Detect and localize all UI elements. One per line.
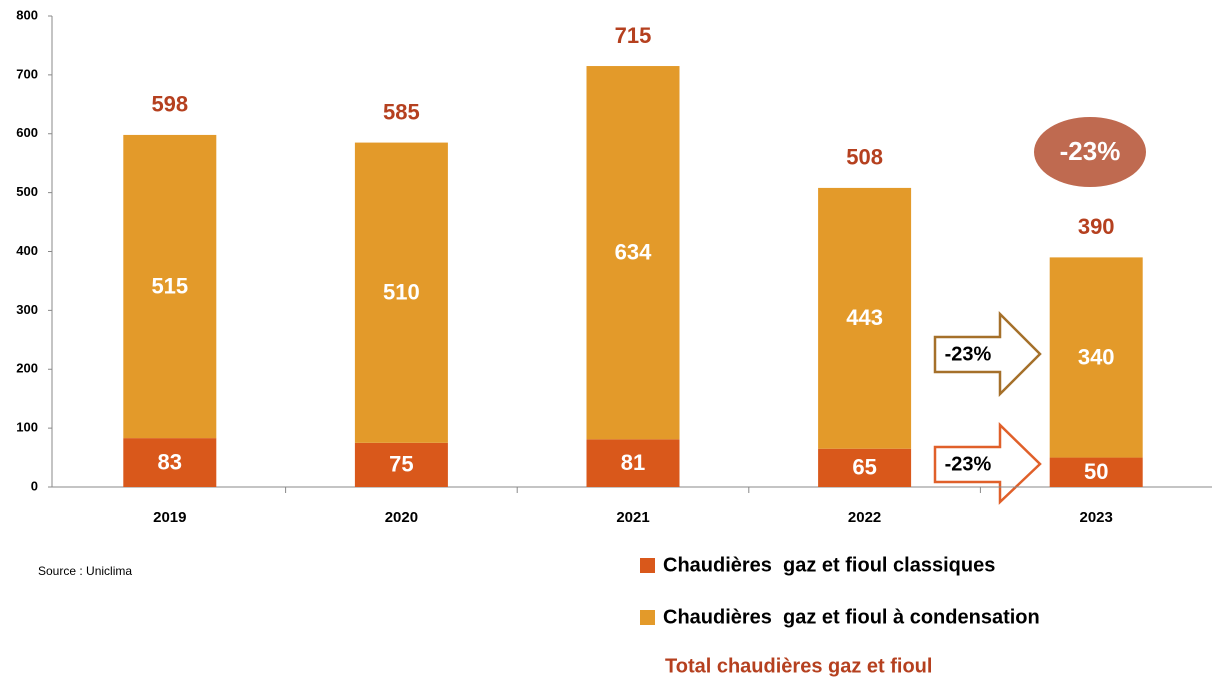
x-tick-label: 2019 — [153, 509, 186, 526]
total-label: 598 — [151, 92, 188, 117]
y-tick-label: 500 — [16, 184, 38, 199]
value-label: 65 — [852, 455, 876, 480]
bar-segment — [1049, 457, 1143, 487]
total-label: 390 — [1078, 214, 1115, 239]
value-label: 510 — [383, 280, 420, 305]
badge — [1034, 117, 1146, 187]
bar-segment — [123, 438, 217, 487]
x-tick-label: 2023 — [1080, 509, 1113, 526]
legend-label: Chaudières gaz et fioul classiques — [663, 554, 995, 576]
value-label: 340 — [1078, 344, 1115, 369]
total-label: 715 — [615, 23, 652, 48]
bar-segment — [818, 187, 912, 449]
x-tick-label: 2020 — [385, 509, 418, 526]
arrow — [933, 422, 1042, 505]
y-tick-label: 800 — [16, 7, 38, 22]
x-tick-label: 2021 — [616, 509, 649, 526]
arrow — [933, 310, 1042, 398]
bar-segment — [818, 448, 912, 487]
value-label: 83 — [158, 449, 182, 474]
bar-segment — [586, 66, 680, 440]
annotation: -23% — [1060, 136, 1121, 166]
legend-label: Total chaudières gaz et fioul — [665, 655, 932, 677]
y-tick-label: 100 — [16, 420, 38, 435]
bar-segment — [123, 134, 217, 439]
legend-label: Chaudières gaz et fioul à condensation — [663, 606, 1040, 628]
value-label: 50 — [1084, 459, 1108, 484]
annotation: -23% — [945, 453, 992, 475]
y-tick-label: 400 — [16, 243, 38, 258]
total-label: 508 — [846, 145, 883, 170]
legend-swatch — [640, 558, 655, 573]
legend-swatch — [640, 610, 655, 625]
y-tick-label: 700 — [16, 66, 38, 81]
y-tick-label: 600 — [16, 125, 38, 140]
y-tick-label: 200 — [16, 361, 38, 376]
value-label: 75 — [389, 452, 413, 477]
value-label: 443 — [846, 305, 883, 330]
annotation: -23% — [945, 343, 992, 365]
x-tick-label: 2022 — [848, 509, 881, 526]
y-tick-label: 0 — [31, 478, 38, 493]
value-label: 81 — [621, 450, 645, 475]
bar-segment — [354, 442, 448, 487]
bar-segment — [586, 439, 680, 487]
value-label: 515 — [151, 273, 188, 298]
total-label: 585 — [383, 99, 420, 124]
value-label: 634 — [615, 239, 652, 264]
bar-segment — [354, 142, 448, 443]
bar-segment — [1049, 257, 1143, 458]
source: Source : Uniclima — [38, 564, 132, 578]
y-tick-label: 300 — [16, 302, 38, 317]
